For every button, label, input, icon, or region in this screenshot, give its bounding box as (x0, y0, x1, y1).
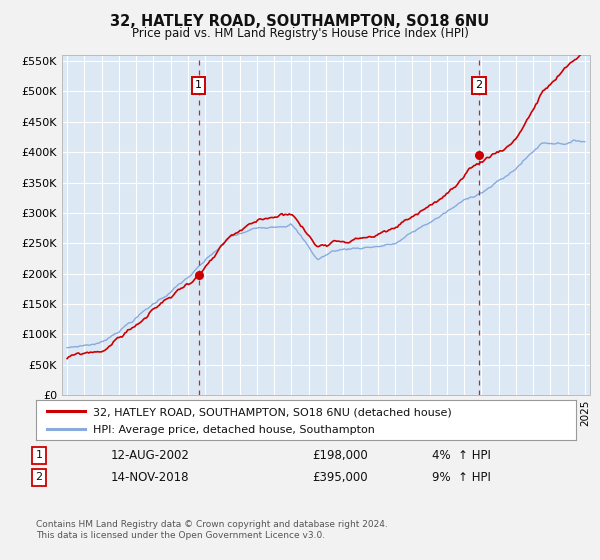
Text: 9%  ↑ HPI: 9% ↑ HPI (432, 470, 491, 484)
Text: 4%  ↑ HPI: 4% ↑ HPI (432, 449, 491, 462)
Text: 32, HATLEY ROAD, SOUTHAMPTON, SO18 6NU: 32, HATLEY ROAD, SOUTHAMPTON, SO18 6NU (110, 14, 490, 29)
Text: £198,000: £198,000 (312, 449, 368, 462)
Text: HPI: Average price, detached house, Southampton: HPI: Average price, detached house, Sout… (92, 425, 374, 435)
Text: 2: 2 (476, 80, 483, 90)
Text: 2: 2 (35, 472, 43, 482)
Text: 12-AUG-2002: 12-AUG-2002 (111, 449, 190, 462)
Text: 1: 1 (35, 450, 43, 460)
Text: This data is licensed under the Open Government Licence v3.0.: This data is licensed under the Open Gov… (36, 531, 325, 540)
Text: Price paid vs. HM Land Registry's House Price Index (HPI): Price paid vs. HM Land Registry's House … (131, 27, 469, 40)
Text: 32, HATLEY ROAD, SOUTHAMPTON, SO18 6NU (detached house): 32, HATLEY ROAD, SOUTHAMPTON, SO18 6NU (… (92, 407, 451, 417)
Text: 1: 1 (195, 80, 202, 90)
Text: Contains HM Land Registry data © Crown copyright and database right 2024.: Contains HM Land Registry data © Crown c… (36, 520, 388, 529)
Text: 14-NOV-2018: 14-NOV-2018 (111, 470, 190, 484)
Text: £395,000: £395,000 (312, 470, 368, 484)
